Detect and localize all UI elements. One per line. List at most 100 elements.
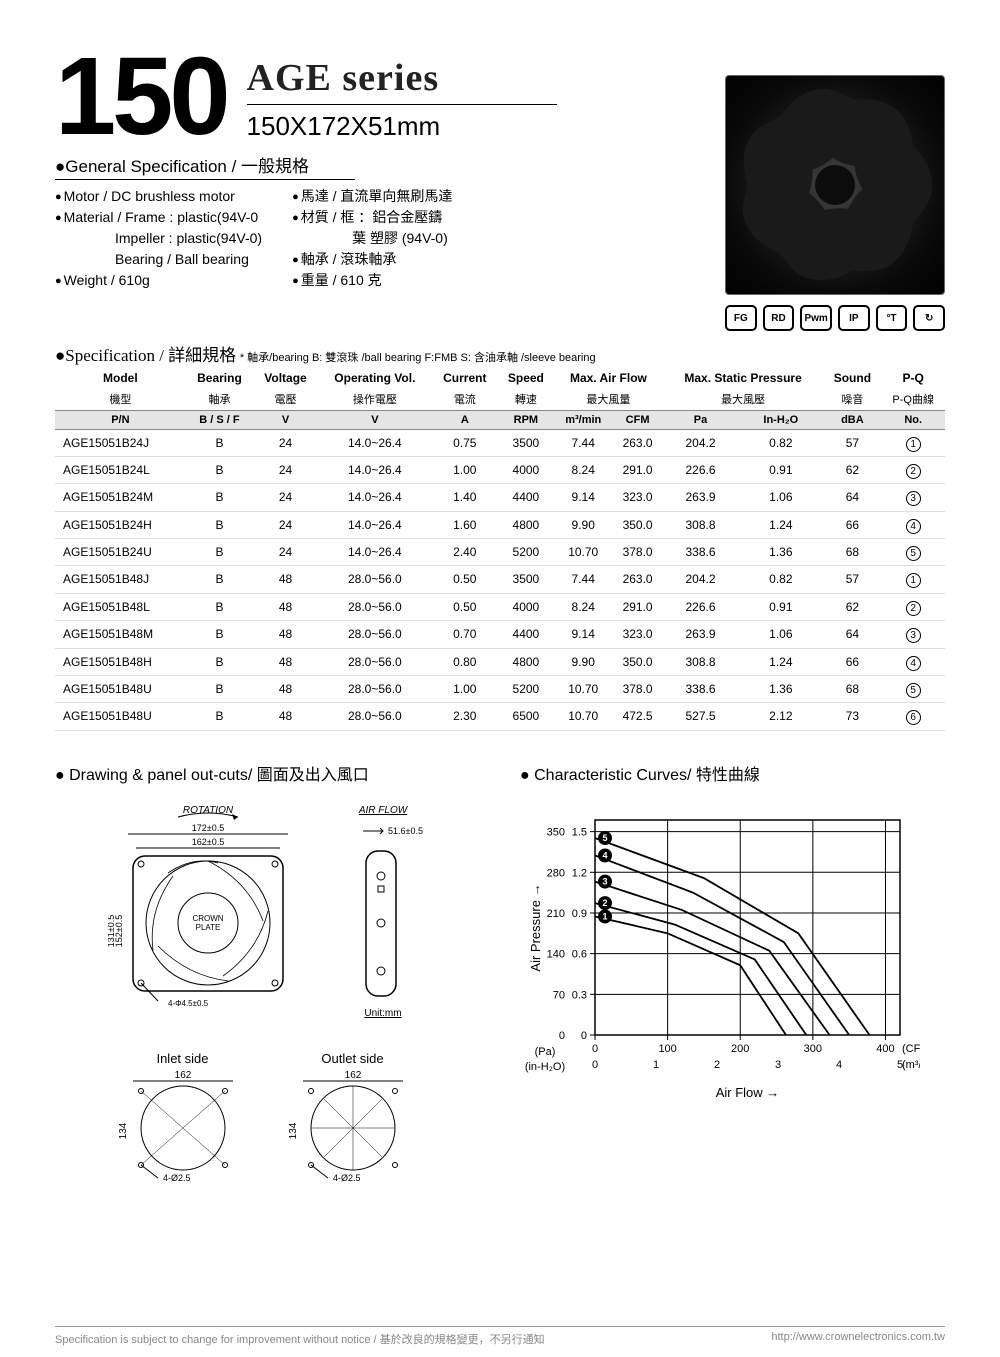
spec-line: Motor / DC brushless motor xyxy=(55,186,262,207)
table-cell: 14.0~26.4 xyxy=(318,429,432,456)
table-row: AGE15051B24JB2414.0~26.40.7535007.44263.… xyxy=(55,429,945,456)
table-cell: AGE15051B48U xyxy=(55,676,186,703)
table-cell: 4000 xyxy=(498,593,554,620)
table-cell: 1 xyxy=(881,566,945,593)
table-header: CFM xyxy=(612,410,662,429)
svg-text:140: 140 xyxy=(547,948,565,960)
table-cell: 4 xyxy=(881,511,945,538)
table-cell: 472.5 xyxy=(612,703,662,730)
table-cell: 24 xyxy=(253,429,318,456)
table-cell: 10.70 xyxy=(554,539,612,566)
table-cell: 6 xyxy=(881,703,945,730)
table-cell: 8.24 xyxy=(554,456,612,483)
footer-right: http://www.crownelectronics.com.tw xyxy=(771,1331,945,1347)
table-header: 軸承 xyxy=(186,388,253,411)
svg-text:4-Ø2.5: 4-Ø2.5 xyxy=(163,1173,191,1183)
table-cell: 4800 xyxy=(498,511,554,538)
table-header: Speed xyxy=(498,368,554,388)
table-cell: 3 xyxy=(881,621,945,648)
table-cell: 14.0~26.4 xyxy=(318,511,432,538)
spec-line: Impeller : plastic(94V-0) xyxy=(55,228,262,249)
table-cell: 66 xyxy=(823,511,881,538)
table-cell: 1 xyxy=(881,429,945,456)
table-cell: 263.0 xyxy=(612,566,662,593)
svg-text:PLATE: PLATE xyxy=(195,923,220,932)
table-cell: 24 xyxy=(253,539,318,566)
spec-table: ModelBearingVoltageOperating Vol.Current… xyxy=(55,368,945,731)
section-title-general: ●General Specification / 一般規格 xyxy=(55,152,355,180)
table-cell: 48 xyxy=(253,593,318,620)
big-number: 150 xyxy=(55,50,227,144)
table-cell: 4 xyxy=(881,648,945,675)
table-cell: 28.0~56.0 xyxy=(318,648,432,675)
table-row: AGE15051B24UB2414.0~26.42.40520010.70378… xyxy=(55,539,945,566)
svg-text:0.3: 0.3 xyxy=(572,989,587,1001)
table-header: m³/min xyxy=(554,410,612,429)
table-cell: 0.50 xyxy=(432,566,498,593)
table-cell: 291.0 xyxy=(612,456,662,483)
table-cell: 24 xyxy=(253,456,318,483)
svg-text:162±0.5: 162±0.5 xyxy=(191,837,223,847)
table-cell: 263.9 xyxy=(663,621,739,648)
divider xyxy=(247,104,557,105)
svg-text:(in-H₂O): (in-H₂O) xyxy=(525,1061,565,1073)
table-cell: 0.70 xyxy=(432,621,498,648)
table-header: Bearing xyxy=(186,368,253,388)
inlet-svg: 162 134 4-Ø2.5 xyxy=(118,1066,248,1186)
feature-icons: FGRDPwmIP°T↻ xyxy=(725,305,945,331)
svg-text:0: 0 xyxy=(581,1030,587,1042)
svg-text:(m³/min): (m³/min) xyxy=(902,1059,920,1071)
table-cell: 4800 xyxy=(498,648,554,675)
table-cell: 1.06 xyxy=(738,621,823,648)
table-cell: 0.82 xyxy=(738,566,823,593)
table-cell: AGE15051B24U xyxy=(55,539,186,566)
table-cell: 5200 xyxy=(498,676,554,703)
table-cell: 0.75 xyxy=(432,429,498,456)
table-row: AGE15051B24HB2414.0~26.41.6048009.90350.… xyxy=(55,511,945,538)
svg-text:350: 350 xyxy=(547,826,565,838)
feature-icon: IP xyxy=(838,305,870,331)
table-header: Sound xyxy=(823,368,881,388)
table-cell: 28.0~56.0 xyxy=(318,593,432,620)
table-cell: 10.70 xyxy=(554,703,612,730)
table-cell: B xyxy=(186,456,253,483)
svg-text:Air Flow →: Air Flow → xyxy=(716,1085,780,1100)
table-cell: B xyxy=(186,703,253,730)
spec-line: Weight / 610g xyxy=(55,270,262,291)
feature-icon: RD xyxy=(763,305,795,331)
table-cell: 57 xyxy=(823,566,881,593)
svg-text:3: 3 xyxy=(602,876,607,886)
svg-text:70: 70 xyxy=(553,989,565,1001)
feature-icon: °T xyxy=(876,305,908,331)
table-cell: 7.44 xyxy=(554,566,612,593)
table-header: 電流 xyxy=(432,388,498,411)
table-row: AGE15051B48UB4828.0~56.02.30650010.70472… xyxy=(55,703,945,730)
table-header: V xyxy=(253,410,318,429)
table-cell: 48 xyxy=(253,703,318,730)
svg-text:100: 100 xyxy=(658,1043,676,1055)
table-cell: 64 xyxy=(823,621,881,648)
table-header: 最大風壓 xyxy=(663,388,824,411)
table-cell: 68 xyxy=(823,539,881,566)
svg-text:1: 1 xyxy=(602,911,607,921)
svg-text:4-Φ4.5±0.5: 4-Φ4.5±0.5 xyxy=(168,999,209,1008)
table-cell: 1.60 xyxy=(432,511,498,538)
svg-text:4: 4 xyxy=(602,850,607,860)
spec-line: 材質 / 框 ：鋁合金壓鑄 xyxy=(292,207,452,228)
table-cell: 5 xyxy=(881,676,945,703)
table-cell: 308.8 xyxy=(663,511,739,538)
table-header: A xyxy=(432,410,498,429)
table-row: AGE15051B48UB4828.0~56.01.00520010.70378… xyxy=(55,676,945,703)
svg-text:(CFM): (CFM) xyxy=(902,1043,920,1055)
table-cell: 2.12 xyxy=(738,703,823,730)
table-header: Current xyxy=(432,368,498,388)
svg-text:3: 3 xyxy=(775,1059,781,1071)
fan-image xyxy=(725,75,945,295)
spec-table-section: ●Specification / 詳細規格 * 軸承/bearing B: 雙滾… xyxy=(55,341,945,731)
footer: Specification is subject to change for i… xyxy=(55,1326,945,1347)
table-cell: 48 xyxy=(253,621,318,648)
svg-text:4: 4 xyxy=(836,1059,842,1071)
spec-col-zh: 馬達 / 直流單向無刷馬達材質 / 框 ：鋁合金壓鑄 葉 塑膠 (94V-0)軸… xyxy=(292,186,452,291)
table-cell: 1.00 xyxy=(432,456,498,483)
svg-text:1.5: 1.5 xyxy=(572,826,587,838)
